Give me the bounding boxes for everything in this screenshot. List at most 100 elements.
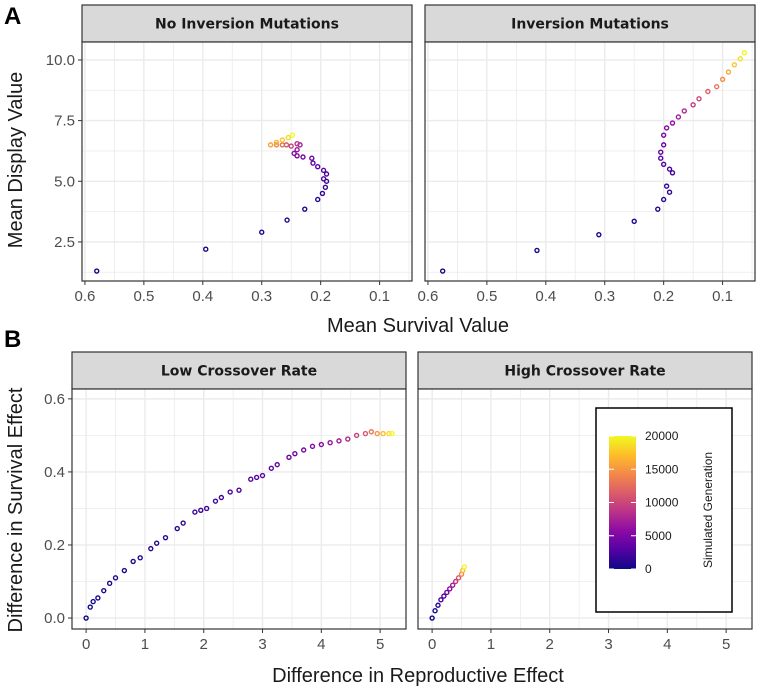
data-point [279,142,286,148]
data-point [83,615,89,621]
data-point [663,125,670,131]
data-point [218,494,225,501]
data-point [631,218,637,225]
data-point [731,62,738,68]
data-point [101,587,107,594]
facet-title: Low Crossover Rate [161,364,317,380]
plot-area [425,42,755,281]
data-point [268,465,275,471]
data-point [660,196,667,203]
panel-letter-a: A [4,3,21,30]
data-point [737,56,743,62]
colorbar-label: 10000 [645,496,679,510]
panel-letter-b: B [4,326,21,353]
colorbar-legend: 20000 15000 10000 5000 0 Simulated Generatio… [595,407,733,613]
data-point [452,578,459,585]
data-point [362,430,369,437]
x-tick-label: 3 [258,636,266,653]
data-point [669,170,676,176]
data-point [655,206,661,212]
y-tick-label: 5.0 [54,173,75,190]
data-point [288,143,294,149]
facet-0-1: Inversion Mutations 0.6 0.5 0.4 0.3 0.2 0.1 [418,4,756,305]
data-point [438,597,444,603]
colorbar-label: 5000 [645,529,672,543]
data-point [294,147,300,153]
data-point [658,149,664,155]
data-point [203,246,209,252]
data-point [386,430,392,437]
data-point [660,142,667,148]
y-tick-label: 0.4 [44,464,65,481]
data-point [273,142,280,148]
data-point [455,575,462,581]
data-point [259,229,265,235]
facet-title: Inversion Mutations [511,17,669,33]
data-point [291,150,297,157]
data-point [447,586,453,592]
x-axis-title-b: Difference in Reproductive Effect [272,665,564,687]
x-tick-label: 0.5 [476,288,497,305]
data-point [174,525,180,532]
panel-border [71,388,407,630]
y-tick-label: 10.0 [46,52,75,69]
data-point [148,545,154,552]
x-tick-label: 0.3 [251,288,272,305]
data-point [439,268,446,274]
data-point [320,167,327,174]
x-tick-label: 4 [317,636,325,653]
data-point [719,76,726,83]
y-axis-title-a: Mean Display Value [5,72,27,248]
data-point [273,139,280,146]
data-point [380,430,386,437]
data-point [666,189,673,195]
data-point [441,593,447,599]
data-point [309,155,315,161]
data-point [259,472,266,479]
y-tick-label: 7.5 [54,113,75,130]
facet-strip [417,351,753,390]
data-point [368,429,375,435]
data-point [267,142,274,148]
data-point [327,439,333,446]
data-point [137,555,143,561]
data-point [162,534,169,541]
data-point [658,155,664,161]
data-point [302,206,308,212]
data-point [300,154,306,160]
data-point [429,615,435,621]
facet-title: No Inversion Mutations [155,17,339,33]
panel-border [81,41,413,282]
data-point [705,88,711,95]
panel-border [417,388,753,630]
data-point [94,268,100,274]
data-point [87,604,93,610]
x-tick-label: 2 [200,636,208,653]
y-tick-label: 0.2 [44,537,65,554]
data-point [285,134,291,141]
facet-0-0: No Inversion Mutations 0.6 0.5 0.4 0.3 0.2 0.1… [46,4,413,305]
facet-title: High Crossover Rate [504,364,665,380]
y-axis-title-b: Difference in Survival Effect [5,387,27,632]
data-point [444,589,450,596]
data-point [336,438,342,444]
x-tick-label: 0.1 [369,288,390,305]
data-point [534,247,540,254]
data-point [741,49,748,56]
data-point [300,447,307,453]
facet-strip [71,351,407,390]
x-tick-label: 3 [604,636,612,653]
data-point [310,160,316,166]
data-point [294,140,300,147]
panel-border [424,41,756,282]
data-point [203,505,210,512]
legend-title: Simulated Generation [701,452,715,568]
data-point [374,430,380,437]
data-point [279,137,286,143]
data-point [95,595,101,601]
plot-area [72,389,406,629]
x-tick-label: 0.6 [75,288,96,305]
x-tick-label: 1 [487,636,495,653]
data-point [284,217,290,223]
data-point [660,132,667,138]
